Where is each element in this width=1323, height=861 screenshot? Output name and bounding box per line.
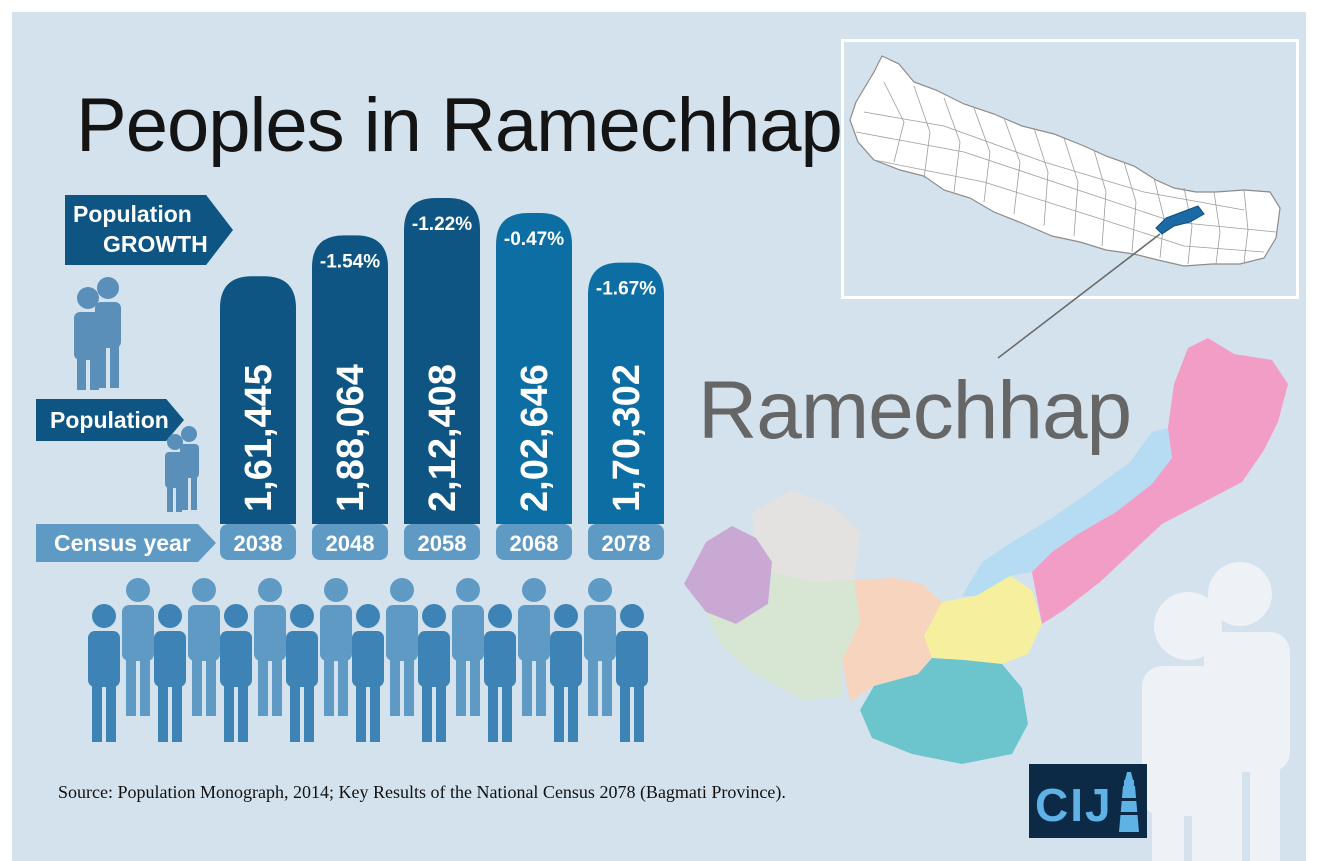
- ramechhap-municipality-map: [684, 338, 1288, 764]
- census-year-tag-label: Census year: [54, 530, 191, 556]
- lighthouse-icon: [1119, 772, 1139, 832]
- people-pair-icon: [74, 277, 121, 390]
- municipality-region: [924, 576, 1042, 664]
- population-growth-tag-line2: GROWTH: [103, 231, 208, 257]
- census-year-tag: Census year: [36, 524, 216, 562]
- census-year-label: 2078: [602, 531, 651, 556]
- municipality-region: [684, 526, 772, 624]
- census-year-box: [588, 524, 664, 560]
- map-pointer-line: [997, 233, 1161, 359]
- municipality-region: [706, 572, 860, 700]
- population-value-label: 1,88,064: [330, 364, 372, 512]
- census-year-box: [496, 524, 572, 560]
- population-value-label: 1,61,445: [238, 364, 280, 512]
- census-year-label: 2048: [326, 531, 375, 556]
- nepal-district-map: [849, 55, 1281, 267]
- municipality-region: [842, 578, 942, 702]
- municipality-region: [752, 490, 860, 582]
- municipality-region: [962, 428, 1172, 596]
- population-bar: [588, 262, 664, 524]
- people-pair-small-icon: [165, 426, 199, 512]
- census-year-box: [404, 524, 480, 560]
- municipality-region: [860, 658, 1028, 764]
- population-growth-tag: Population GROWTH: [65, 195, 233, 265]
- census-year-label: 2058: [418, 531, 467, 556]
- cij-logo: CIJ: [1029, 764, 1147, 838]
- source-note: Source: Population Monograph, 2014; Key …: [58, 782, 786, 802]
- population-bar: [220, 276, 296, 524]
- infographic-canvas: Peoples in Ramechhap Population GROWTH P…: [12, 12, 1306, 861]
- population-tag-label: Population: [50, 407, 169, 433]
- growth-rate-label: -1.54%: [320, 251, 380, 272]
- nepal-map-inset: [841, 39, 1299, 299]
- census-year-box: [220, 524, 296, 560]
- population-tag: Population: [36, 399, 184, 441]
- growth-rate-label: -0.47%: [504, 229, 564, 250]
- population-bar-chart: 2038 1,61,445 2048 1,88,064 -1.54% 2058 2,12,4…: [220, 197, 664, 560]
- district-name: Ramechhap: [698, 365, 1132, 456]
- population-bar: [312, 235, 388, 524]
- population-value-label: 2,12,408: [422, 364, 464, 512]
- census-year-label: 2068: [510, 531, 559, 556]
- population-growth-tag-line1: Population: [73, 201, 192, 227]
- large-people-pair-icon: [1142, 562, 1290, 861]
- page-title: Peoples in Ramechhap: [76, 83, 843, 168]
- population-value-label: 1,70,302: [606, 364, 648, 512]
- census-year-label: 2038: [234, 531, 283, 556]
- population-value-label: 2,02,646: [514, 364, 556, 512]
- municipality-region: [1032, 338, 1288, 624]
- population-bar: [404, 197, 480, 524]
- growth-rate-label: -1.67%: [596, 279, 656, 300]
- growth-rate-label: -1.22%: [412, 214, 472, 235]
- census-year-box: [312, 524, 388, 560]
- population-bar: [496, 212, 572, 524]
- cij-logo-text: CIJ: [1035, 779, 1113, 831]
